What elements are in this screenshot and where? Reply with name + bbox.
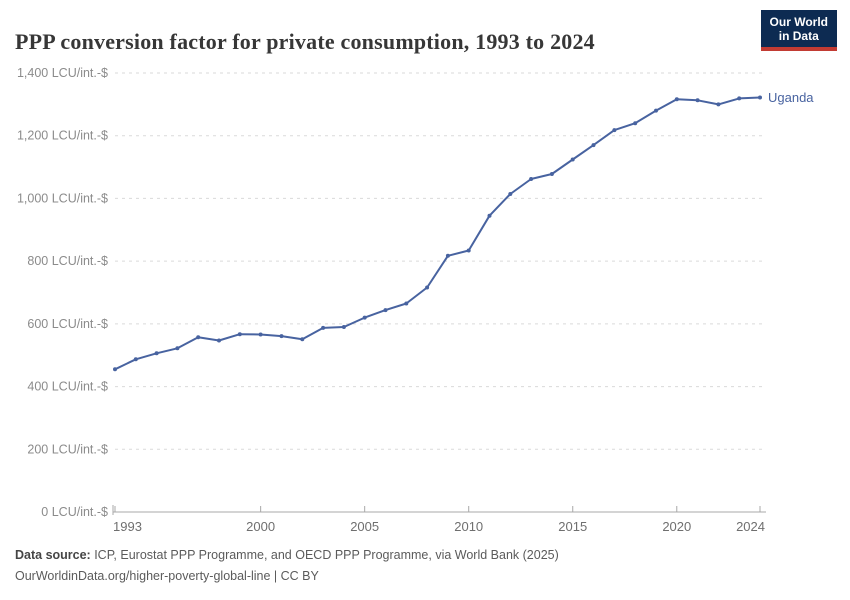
x-tick-label: 2024	[736, 519, 765, 534]
data-point[interactable]	[758, 95, 762, 100]
x-tick-label: 2000	[246, 519, 275, 534]
y-tick-label: 1,200 LCU/int.-$	[17, 129, 108, 143]
data-point[interactable]	[321, 325, 326, 330]
data-source-line: Data source: ICP, Eurostat PPP Programme…	[15, 545, 559, 566]
data-source-label: Data source:	[15, 548, 91, 562]
data-point[interactable]	[654, 108, 658, 113]
data-point[interactable]	[404, 301, 409, 306]
y-tick-label: 200 LCU/int.-$	[27, 442, 108, 456]
data-point[interactable]	[549, 172, 554, 176]
data-point[interactable]	[570, 157, 575, 162]
data-point[interactable]	[237, 332, 242, 337]
x-tick-label: 2015	[558, 519, 587, 534]
y-tick-label: 600 LCU/int.-$	[27, 317, 108, 331]
data-point[interactable]	[341, 325, 346, 329]
x-tick-label: 2020	[662, 519, 691, 534]
data-point[interactable]	[445, 253, 450, 258]
y-tick-label: 0 LCU/int.-$	[41, 505, 108, 519]
data-point[interactable]	[633, 121, 638, 126]
data-series-line[interactable]	[114, 96, 761, 371]
y-tick-label: 1,000 LCU/int.-$	[17, 191, 108, 205]
data-point[interactable]	[487, 213, 492, 218]
data-point[interactable]	[674, 97, 679, 102]
series-entity-label[interactable]: Uganda	[768, 90, 814, 105]
data-point[interactable]	[113, 367, 117, 372]
license-line[interactable]: OurWorldinData.org/higher-poverty-global…	[15, 569, 319, 583]
y-tick-label: 1,400 LCU/int.-$	[17, 66, 108, 80]
chart-title: PPP conversion factor for private consum…	[15, 28, 595, 54]
data-point[interactable]	[258, 332, 263, 337]
data-point[interactable]	[612, 128, 617, 133]
data-point[interactable]	[362, 315, 367, 320]
data-point[interactable]	[529, 177, 534, 181]
x-tick-label: 2010	[454, 519, 483, 534]
data-point[interactable]	[716, 102, 721, 107]
chart-footer: Data source: ICP, Eurostat PPP Programme…	[15, 545, 559, 587]
owid-logo-line2: in Data	[778, 29, 819, 43]
data-point[interactable]	[737, 96, 742, 101]
data-point[interactable]	[133, 357, 138, 362]
data-point[interactable]	[695, 98, 700, 103]
data-point[interactable]	[508, 192, 513, 196]
owid-logo-line1: Our World	[769, 15, 828, 29]
data-point[interactable]	[591, 143, 596, 148]
y-tick-label: 800 LCU/int.-$	[27, 254, 108, 268]
data-point[interactable]	[300, 337, 305, 342]
data-point[interactable]	[425, 285, 430, 290]
data-point[interactable]	[175, 346, 180, 351]
data-point[interactable]	[154, 351, 159, 356]
data-point[interactable]	[279, 334, 284, 339]
y-tick-label: 400 LCU/int.-$	[27, 380, 108, 394]
owid-logo[interactable]: Our World in Data	[760, 10, 837, 51]
x-tick-label: 1993	[113, 519, 142, 534]
data-point[interactable]	[196, 335, 201, 340]
data-source-text: ICP, Eurostat PPP Programme, and OECD PP…	[90, 548, 559, 562]
data-point[interactable]	[466, 248, 471, 253]
data-point[interactable]	[383, 308, 388, 313]
data-point[interactable]	[217, 338, 221, 343]
x-tick-label: 2005	[350, 519, 379, 534]
